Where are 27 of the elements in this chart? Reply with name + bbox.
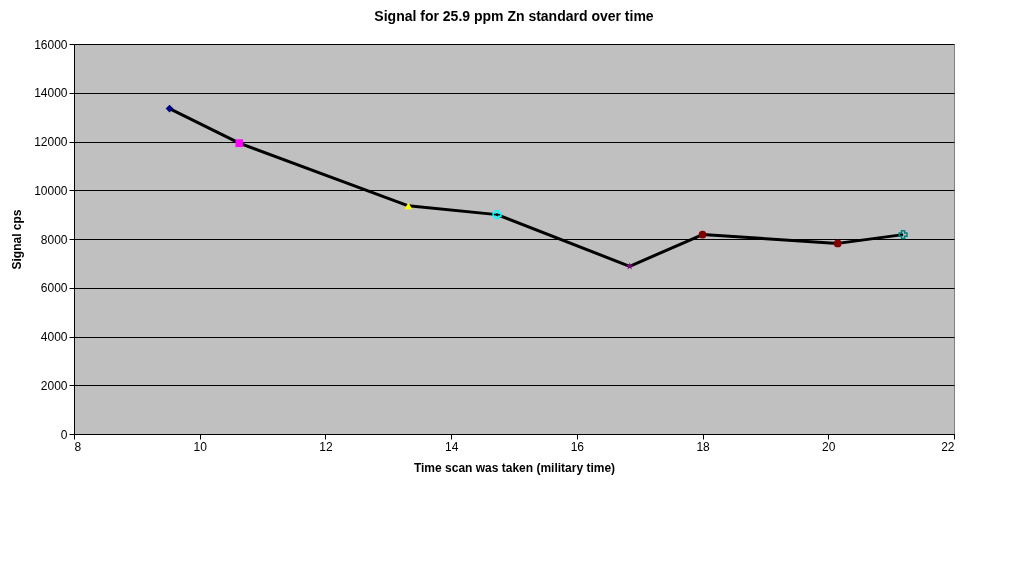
y-tick-label: 2000 xyxy=(40,378,68,393)
point xyxy=(492,210,502,220)
chart-title: Signal for 25.9 ppm Zn standard over time xyxy=(374,8,654,24)
x-tick-label: 18 xyxy=(696,439,711,454)
y-tick-label: 10000 xyxy=(34,183,68,198)
y-tick-label: 0 xyxy=(60,427,68,442)
x-tick-label: 14 xyxy=(444,439,459,454)
point xyxy=(625,262,634,270)
y-tick-label: 8000 xyxy=(40,232,68,247)
y-tick-label: 16000 xyxy=(34,37,68,52)
point xyxy=(898,229,908,240)
point xyxy=(698,230,707,239)
x-tick-label: 10 xyxy=(193,439,208,454)
point xyxy=(235,139,244,148)
x-axis-title: Time scan was taken (military time) xyxy=(413,460,616,475)
x-tick-label: 22 xyxy=(941,439,955,454)
y-tick-label: 6000 xyxy=(40,281,68,296)
x-tick-label: 12 xyxy=(319,439,333,454)
y-tick-label: 4000 xyxy=(40,330,68,344)
y-axis-title: Signal cps xyxy=(10,209,25,270)
y-tick-label: 12000 xyxy=(34,135,68,149)
point xyxy=(833,239,842,248)
point xyxy=(404,202,413,210)
y-tick-label: 14000 xyxy=(34,86,68,101)
x-tick-label: 16 xyxy=(570,439,585,454)
x-tick-label: 20 xyxy=(822,439,836,454)
x-tick-label: 8 xyxy=(74,439,82,454)
